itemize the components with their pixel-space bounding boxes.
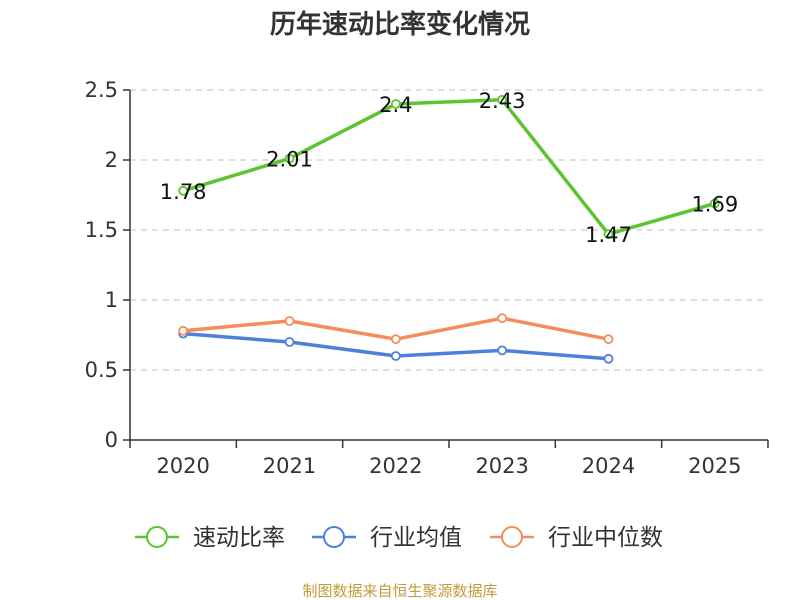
legend-swatch-marker (501, 526, 523, 548)
y-tick-label: 1 (105, 288, 118, 312)
legend-label: 行业均值 (370, 525, 462, 551)
x-tick-label: 2023 (475, 454, 528, 478)
data-point (497, 345, 508, 356)
y-tick-label: 1.5 (85, 218, 118, 242)
series-1 (178, 94, 720, 240)
x-tick-label: 2020 (156, 454, 209, 478)
data-label: 1.47 (585, 223, 632, 247)
chart-title: 历年速动比率变化情况 (270, 9, 530, 40)
data-label: 1.78 (160, 180, 207, 204)
data-point (390, 351, 401, 361)
data-labels: 1.78 2.01 2.4 2.43 1.47 1.69 (160, 89, 738, 247)
legend-item[interactable]: 速动比率 (135, 525, 285, 551)
axes: 0 0.5 1 1.5 2 2.5 2020 2021 2022 2023 2024 2025 (85, 78, 769, 478)
legend-label: 速动比率 (193, 525, 285, 551)
data-label: 2.01 (266, 148, 313, 172)
legend[interactable]: 速动比率 行业均值 行业中位数 (135, 525, 663, 551)
series (178, 94, 720, 364)
data-label: 2.43 (479, 89, 526, 113)
y-tick-label: 2 (105, 148, 118, 172)
data-point (709, 198, 720, 209)
data-point (178, 325, 189, 336)
x-tick-label: 2021 (263, 454, 316, 478)
data-point (390, 99, 401, 109)
data-point (497, 313, 508, 324)
data-point (178, 185, 189, 196)
series-3 (178, 313, 614, 345)
legend-item[interactable]: 行业均值 (312, 525, 462, 551)
data-point (603, 353, 614, 364)
data-label: 1.69 (691, 192, 738, 216)
legend-swatch-marker (146, 526, 168, 548)
y-tick-label: 2.5 (85, 78, 118, 102)
x-tick-label: 2025 (688, 454, 741, 478)
data-point (497, 94, 508, 105)
data-point (284, 316, 295, 326)
legend-item[interactable]: 行业中位数 (490, 525, 663, 551)
data-point (284, 337, 295, 347)
data-label: 2.4 (379, 93, 412, 117)
legend-label: 行业中位数 (548, 525, 663, 551)
grid-lines (130, 89, 768, 371)
data-point (284, 153, 295, 164)
data-point (603, 334, 614, 345)
source-note: 制图数据来自恒生聚源数据库 (302, 582, 497, 600)
legend-swatch-marker (323, 526, 345, 548)
y-tick-label: 0 (105, 428, 118, 452)
data-point (603, 229, 614, 240)
data-point (390, 334, 401, 345)
y-tick-label: 0.5 (85, 358, 118, 382)
x-tick-label: 2024 (582, 454, 635, 478)
series-line (182, 98, 716, 236)
x-tick-label: 2022 (369, 454, 422, 478)
